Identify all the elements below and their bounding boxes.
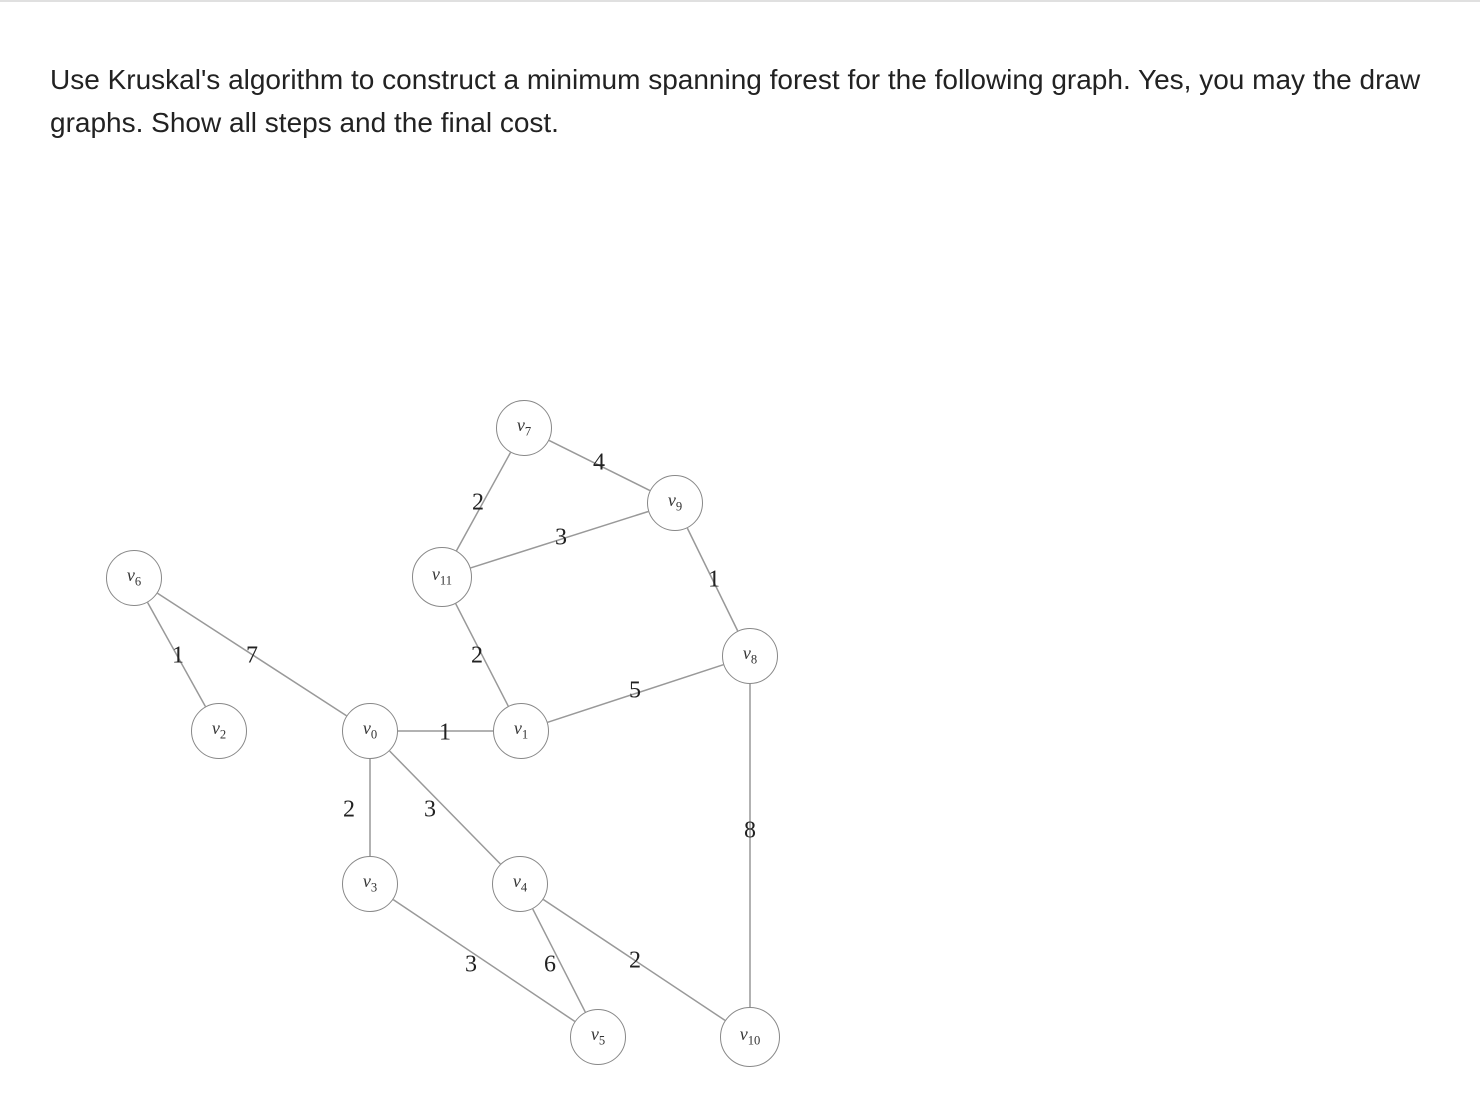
node-v2: v2	[191, 703, 247, 759]
node-label-v2: v2	[212, 718, 226, 743]
node-v11: v11	[412, 547, 472, 607]
edge-weight-v4-v10: 2	[629, 947, 641, 974]
node-label-v3: v3	[363, 871, 377, 896]
node-label-v5: v5	[591, 1024, 605, 1049]
edge-weight-v9-v8: 1	[708, 566, 720, 593]
edge-weight-v11-v9: 3	[555, 524, 567, 551]
node-v5: v5	[570, 1009, 626, 1065]
edge-v4-v5	[533, 909, 586, 1012]
node-v6: v6	[106, 550, 162, 606]
node-v1: v1	[493, 703, 549, 759]
node-v3: v3	[342, 856, 398, 912]
edge-weight-v3-v5: 3	[465, 951, 477, 978]
page-root: Use Kruskal's algorithm to construct a m…	[0, 0, 1480, 1105]
edge-weight-v0-v4: 3	[424, 796, 436, 823]
node-label-v9: v9	[668, 490, 682, 515]
node-v9: v9	[647, 475, 703, 531]
edge-weight-v7-v9: 4	[593, 449, 605, 476]
node-v4: v4	[492, 856, 548, 912]
node-v10: v10	[720, 1007, 780, 1067]
edge-layer	[50, 175, 1430, 1035]
node-v7: v7	[496, 400, 552, 456]
node-label-v11: v11	[432, 564, 452, 589]
edge-weight-v11-v1: 2	[471, 642, 483, 669]
node-label-v8: v8	[743, 643, 757, 668]
edge-weight-v6-v0: 7	[246, 642, 258, 669]
edge-v0-v4	[390, 751, 501, 864]
node-v8: v8	[722, 628, 778, 684]
question-prompt: Use Kruskal's algorithm to construct a m…	[50, 58, 1430, 145]
node-v0: v0	[342, 703, 398, 759]
edge-weight-v4-v5: 6	[544, 951, 556, 978]
edge-weight-v6-v2: 1	[172, 642, 184, 669]
node-label-v7: v7	[517, 415, 531, 440]
graph-diagram: 171232324158362v6v2v0v1v11v7v9v8v3v4v5v1…	[50, 175, 1430, 1035]
edge-weight-v1-v8: 5	[629, 677, 641, 704]
edge-weight-v11-v7: 2	[472, 489, 484, 516]
node-label-v10: v10	[740, 1024, 761, 1049]
edge-weight-v8-v10: 8	[744, 817, 756, 844]
node-label-v6: v6	[127, 565, 141, 590]
edge-weight-v0-v3: 2	[343, 796, 355, 823]
edge-weight-v0-v1: 1	[439, 719, 451, 746]
node-label-v0: v0	[363, 718, 377, 743]
node-label-v1: v1	[514, 718, 528, 743]
node-label-v4: v4	[513, 871, 527, 896]
